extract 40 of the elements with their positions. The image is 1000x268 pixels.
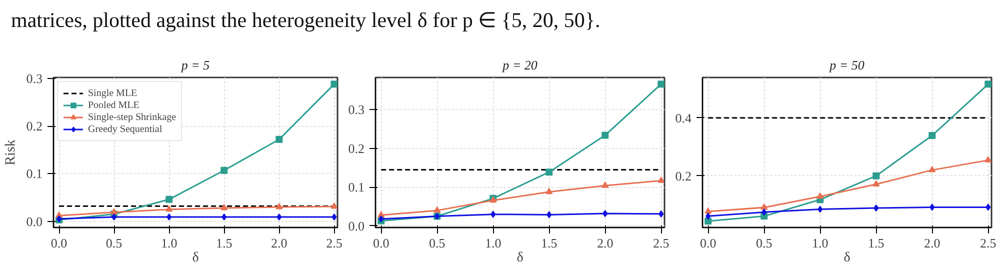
y-tick-label: 0.3 [26,70,42,86]
legend-label: Greedy Sequential [88,123,162,135]
legend-label: Single MLE [88,87,138,99]
y-tick-label: 0.1 [348,180,364,195]
chart-title: p = 50 [828,58,865,72]
x-tick-label: 1.0 [484,236,502,250]
x-tick-label: 2.0 [271,236,288,250]
x-tick-label: 1.5 [541,236,558,250]
x-tick-label: 2.0 [597,236,614,250]
y-tick-label: 0.2 [348,140,364,156]
x-tick-label: 0.0 [372,236,390,250]
y-tick-label: 0.1 [26,166,42,182]
chart-title: p = 20 [502,58,538,72]
y-tick-label: 0.2 [26,118,42,134]
chart-title: p = 5 [180,58,210,72]
y-tick-label: 0.2 [675,168,692,184]
x-tick-label: 0.5 [756,236,772,250]
y-tick-label: 0.0 [348,218,364,234]
y-axis-title: Risk [3,140,18,166]
legend-label: Single-step Shrinkage [88,111,176,123]
x-tick-label: 2.5 [653,236,670,250]
x-tick-label: 2.5 [326,236,342,250]
text: matrices, plotted against the heterogeneity level δ for p ∈ {5, 20, 50}. [11,7,600,34]
y-tick-label: 0.0 [26,214,42,229]
x-axis-title: δ [844,250,851,266]
x-tick-label: 0.5 [106,236,122,250]
legend-label: Pooled MLE [88,99,140,111]
x-tick-label: 0.5 [428,236,446,250]
x-tick-label: 1.0 [812,236,828,250]
y-tick-label: 0.3 [348,102,364,118]
x-tick-label: 0.0 [700,236,716,250]
x-tick-label: 1.5 [216,236,232,250]
x-tick-label: 2.5 [980,236,996,250]
x-axis-title: δ [192,250,200,266]
x-tick-label: 1.5 [868,236,884,250]
y-tick-label: 0.4 [675,110,692,126]
x-tick-label: 0.0 [50,236,68,250]
x-tick-label: 2.0 [924,236,940,250]
x-tick-label: 1.0 [160,236,178,250]
x-axis-title: δ [516,250,524,266]
